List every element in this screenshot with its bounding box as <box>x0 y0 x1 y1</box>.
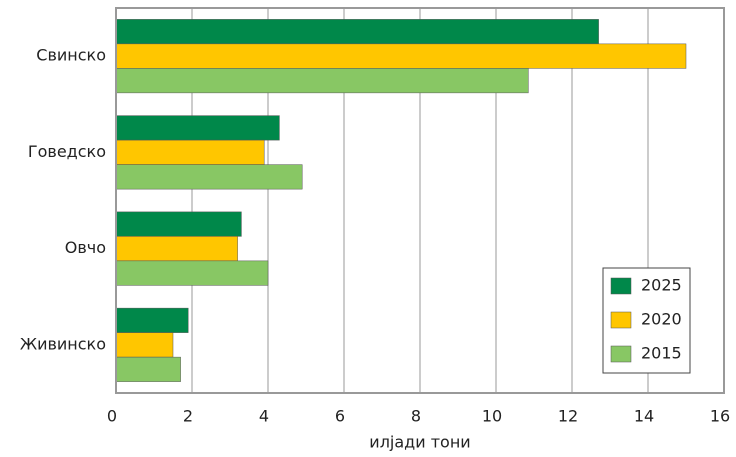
x-tick-label: 4 <box>259 407 269 426</box>
y-tick-label: Говедско <box>28 142 106 161</box>
x-tick-label: 6 <box>335 407 345 426</box>
legend-swatch <box>610 311 632 329</box>
bar <box>115 19 599 45</box>
legend-swatch <box>610 277 632 295</box>
x-tick-label: 0 <box>107 407 117 426</box>
y-tick-label: Свинско <box>36 46 106 65</box>
bar <box>115 43 687 69</box>
x-tick-label: 2 <box>183 407 193 426</box>
bar <box>115 356 181 382</box>
bar <box>115 139 265 165</box>
bar <box>115 260 269 286</box>
y-tick-label: Овчо <box>65 238 106 257</box>
x-axis-label: илјади тони <box>369 433 470 452</box>
bar <box>115 164 303 190</box>
x-tick-label: 8 <box>411 407 421 426</box>
bar <box>115 307 189 333</box>
bar <box>115 68 529 94</box>
bar <box>115 332 174 358</box>
x-tick-label: 10 <box>482 407 502 426</box>
x-tick-label: 14 <box>634 407 654 426</box>
bar <box>115 211 242 237</box>
x-tick-label: 16 <box>710 407 730 426</box>
x-tick-label: 12 <box>558 407 578 426</box>
legend-label: 2015 <box>641 344 682 363</box>
legend-label: 2025 <box>641 276 682 295</box>
y-tick-label: Живинско <box>20 334 106 353</box>
bar <box>115 115 280 141</box>
legend-label: 2020 <box>641 310 682 329</box>
legend-swatch <box>610 345 632 363</box>
bar <box>115 236 238 262</box>
plot-border <box>115 7 725 394</box>
